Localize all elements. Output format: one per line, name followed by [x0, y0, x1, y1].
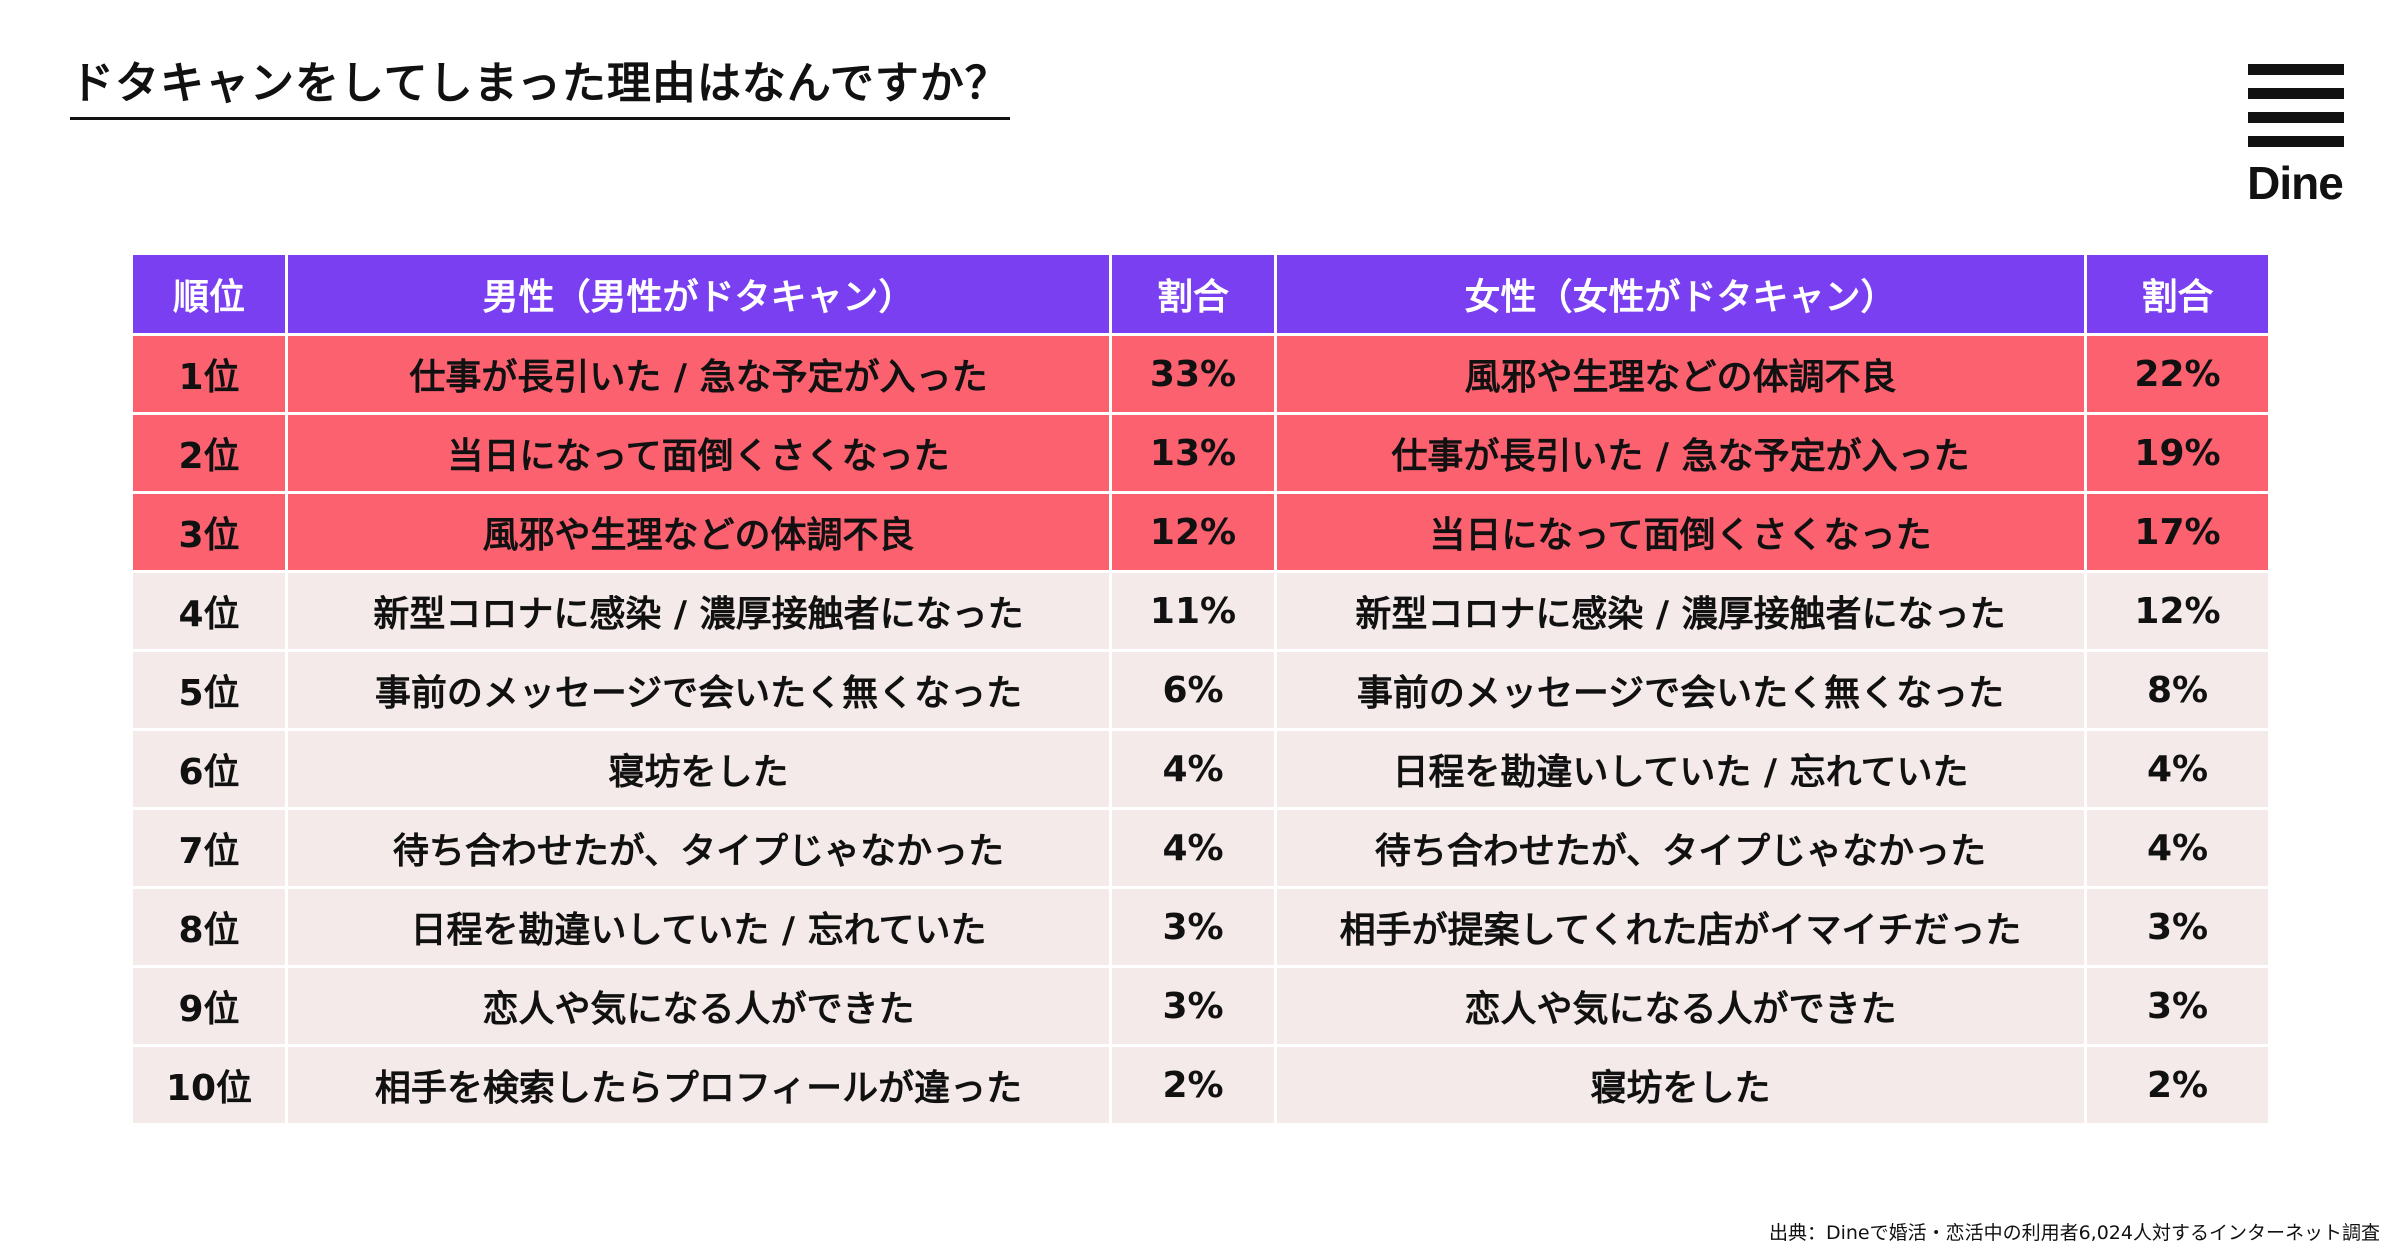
header-female-reason: 女性（女性がドタキャン） [1274, 252, 2087, 336]
table-row: 6位 寝坊をした 4% 日程を勘違いしていた / 忘れていた 4% [130, 728, 2271, 810]
rank-cell: 6位 [130, 728, 288, 810]
header-female-percentage: 割合 [2084, 252, 2271, 336]
male-reason-cell: 事前のメッセージで会いたく無くなった [285, 649, 1112, 731]
male-reason-cell: 風邪や生理などの体調不良 [285, 491, 1112, 573]
ranking-table: 順位 男性（男性がドタキャン） 割合 女性（女性がドタキャン） 割合 1位 仕事… [130, 252, 2271, 1126]
male-percentage-cell: 11% [1109, 570, 1277, 652]
rank-cell: 1位 [130, 333, 288, 415]
female-percentage-cell: 19% [2084, 412, 2271, 494]
source-note: 出典：Dineで婚活・恋活中の利用者6,024人対するインターネット調査 [1768, 1222, 2380, 1244]
rank-cell: 4位 [130, 570, 288, 652]
female-percentage-cell: 2% [2084, 1044, 2271, 1126]
table-row: 9位 恋人や気になる人ができた 3% 恋人や気になる人ができた 3% [130, 965, 2271, 1047]
table-row: 10位 相手を検索したらプロフィールが違った 2% 寝坊をした 2% [130, 1044, 2271, 1126]
header-male-reason: 男性（男性がドタキャン） [285, 252, 1112, 336]
rank-cell: 10位 [130, 1044, 288, 1126]
female-reason-cell: 風邪や生理などの体調不良 [1274, 333, 2087, 415]
female-reason-cell: 事前のメッセージで会いたく無くなった [1274, 649, 2087, 731]
table-row: 3位 風邪や生理などの体調不良 12% 当日になって面倒くさくなった 17% [130, 491, 2271, 573]
header-male-percentage: 割合 [1109, 252, 1277, 336]
male-reason-cell: 待ち合わせたが、タイプじゃなかった [285, 807, 1112, 889]
header-rank: 順位 [130, 252, 288, 336]
male-reason-cell: 仕事が長引いた / 急な予定が入った [285, 333, 1112, 415]
table-row: 7位 待ち合わせたが、タイプじゃなかった 4% 待ち合わせたが、タイプじゃなかっ… [130, 807, 2271, 889]
female-reason-cell: 待ち合わせたが、タイプじゃなかった [1274, 807, 2087, 889]
female-reason-cell: 新型コロナに感染 / 濃厚接触者になった [1274, 570, 2087, 652]
female-percentage-cell: 4% [2084, 807, 2271, 889]
female-reason-cell: 当日になって面倒くさくなった [1274, 491, 2087, 573]
male-reason-cell: 新型コロナに感染 / 濃厚接触者になった [285, 570, 1112, 652]
table-row: 2位 当日になって面倒くさくなった 13% 仕事が長引いた / 急な予定が入った… [130, 412, 2271, 494]
table-row: 8位 日程を勘違いしていた / 忘れていた 3% 相手が提案してくれた店がイマイ… [130, 886, 2271, 968]
female-percentage-cell: 8% [2084, 649, 2271, 731]
female-reason-cell: 仕事が長引いた / 急な予定が入った [1274, 412, 2087, 494]
male-reason-cell: 当日になって面倒くさくなった [285, 412, 1112, 494]
female-reason-cell: 恋人や気になる人ができた [1274, 965, 2087, 1047]
male-percentage-cell: 33% [1109, 333, 1277, 415]
female-percentage-cell: 3% [2084, 886, 2271, 968]
male-reason-cell: 恋人や気になる人ができた [285, 965, 1112, 1047]
table-row: 5位 事前のメッセージで会いたく無くなった 6% 事前のメッセージで会いたく無く… [130, 649, 2271, 731]
female-reason-cell: 日程を勘違いしていた / 忘れていた [1274, 728, 2087, 810]
male-percentage-cell: 4% [1109, 728, 1277, 810]
female-reason-cell: 寝坊をした [1274, 1044, 2087, 1126]
male-percentage-cell: 3% [1109, 965, 1277, 1047]
rank-cell: 3位 [130, 491, 288, 573]
male-percentage-cell: 12% [1109, 491, 1277, 573]
menu-bars-icon [2248, 64, 2344, 75]
table-row: 1位 仕事が長引いた / 急な予定が入った 33% 風邪や生理などの体調不良 2… [130, 333, 2271, 415]
female-percentage-cell: 4% [2084, 728, 2271, 810]
male-percentage-cell: 13% [1109, 412, 1277, 494]
female-percentage-cell: 3% [2084, 965, 2271, 1047]
male-percentage-cell: 2% [1109, 1044, 1277, 1126]
rank-cell: 8位 [130, 886, 288, 968]
female-percentage-cell: 22% [2084, 333, 2271, 415]
rank-cell: 9位 [130, 965, 288, 1047]
logo-text: Dine [2247, 157, 2344, 209]
dine-logo: Dine [2240, 62, 2350, 212]
male-reason-cell: 相手を検索したらプロフィールが違った [285, 1044, 1112, 1126]
female-percentage-cell: 17% [2084, 491, 2271, 573]
male-reason-cell: 日程を勘違いしていた / 忘れていた [285, 886, 1112, 968]
table-header-row: 順位 男性（男性がドタキャン） 割合 女性（女性がドタキャン） 割合 [130, 252, 2271, 336]
female-reason-cell: 相手が提案してくれた店がイマイチだった [1274, 886, 2087, 968]
male-percentage-cell: 4% [1109, 807, 1277, 889]
table-row: 4位 新型コロナに感染 / 濃厚接触者になった 11% 新型コロナに感染 / 濃… [130, 570, 2271, 652]
male-percentage-cell: 6% [1109, 649, 1277, 731]
rank-cell: 7位 [130, 807, 288, 889]
male-reason-cell: 寝坊をした [285, 728, 1112, 810]
male-percentage-cell: 3% [1109, 886, 1277, 968]
rank-cell: 2位 [130, 412, 288, 494]
page-title: ドタキャンをしてしまった理由はなんですか？ [70, 58, 1010, 120]
rank-cell: 5位 [130, 649, 288, 731]
female-percentage-cell: 12% [2084, 570, 2271, 652]
